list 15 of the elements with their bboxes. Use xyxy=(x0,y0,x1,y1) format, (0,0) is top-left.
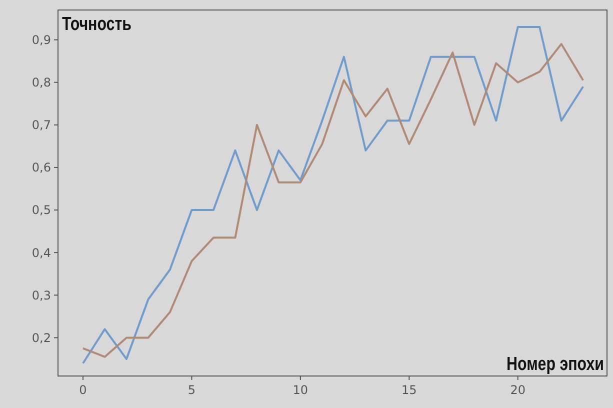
x-tick-label: 10 xyxy=(292,383,308,397)
x-tick-label: 20 xyxy=(510,383,526,397)
x-tick-label: 5 xyxy=(188,383,196,397)
y-tick-label: 0,5 xyxy=(32,203,51,218)
y-tick-label: 0,3 xyxy=(32,288,51,302)
x-tick-label: 0 xyxy=(79,383,87,397)
y-tick-label: 0,9 xyxy=(32,32,51,47)
y-tick-label: 0,2 xyxy=(32,330,51,345)
y-axis-title: Точность xyxy=(62,12,132,34)
y-tick-label: 0,4 xyxy=(32,246,51,260)
y-tick-label: 0,8 xyxy=(32,76,51,90)
y-tick-label: 0,6 xyxy=(32,160,51,175)
y-tick-label: 0,7 xyxy=(32,118,51,132)
x-tick-label: 15 xyxy=(402,383,417,397)
x-axis-title: Номер эпохи xyxy=(506,352,604,374)
